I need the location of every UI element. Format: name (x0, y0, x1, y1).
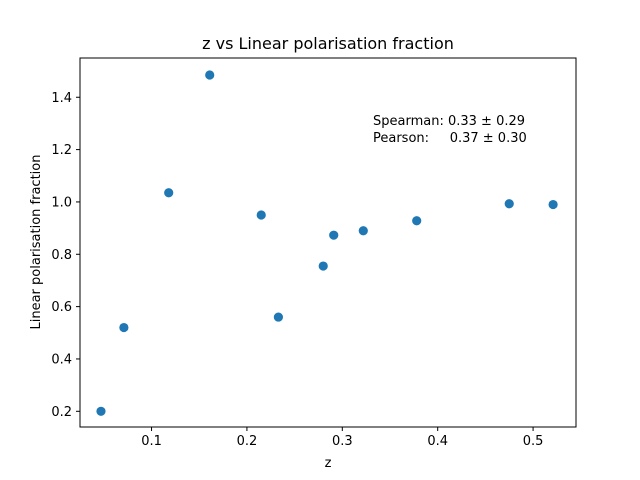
data-point (412, 216, 422, 226)
x-tick-label: 0.1 (141, 434, 162, 449)
data-point (504, 199, 514, 209)
y-tick-label: 0.8 (51, 248, 72, 263)
chart-title: z vs Linear polarisation fraction (202, 34, 454, 53)
axes-frame (79, 57, 577, 428)
data-point (205, 70, 215, 80)
data-point (329, 230, 339, 240)
spearman-annotation: Spearman: 0.33 ± 0.29 (373, 114, 525, 129)
x-tick-label: 0.4 (427, 434, 448, 449)
data-point (548, 199, 558, 210)
x-tick-label: 0.3 (332, 434, 353, 449)
pearson-annotation: Pearson: 0.37 ± 0.30 (373, 131, 527, 146)
y-tick-label: 0.4 (51, 352, 72, 367)
y-axis: 0.2 0.4 0.6 0.8 1.0 1.2 1.4 (51, 91, 80, 420)
y-tick-label: 1.0 (51, 195, 72, 210)
x-tick-label: 0.5 (523, 434, 544, 449)
y-tick-label: 0.6 (51, 300, 72, 315)
y-tick-label: 0.2 (51, 405, 72, 420)
y-axis-label: Linear polarisation fraction (29, 155, 44, 330)
data-point (256, 210, 266, 220)
data-point (119, 322, 129, 333)
data-point (358, 226, 368, 236)
plot-area (96, 70, 558, 416)
data-point (96, 406, 106, 416)
data-point (273, 312, 283, 322)
data-point (318, 261, 328, 271)
data-point (164, 188, 174, 198)
y-tick-label: 1.4 (51, 91, 72, 106)
x-axis-label: z (325, 456, 332, 471)
x-axis: 0.1 0.2 0.3 0.4 0.5 (141, 427, 543, 449)
x-tick-label: 0.2 (237, 434, 258, 449)
y-tick-label: 1.2 (51, 143, 72, 158)
